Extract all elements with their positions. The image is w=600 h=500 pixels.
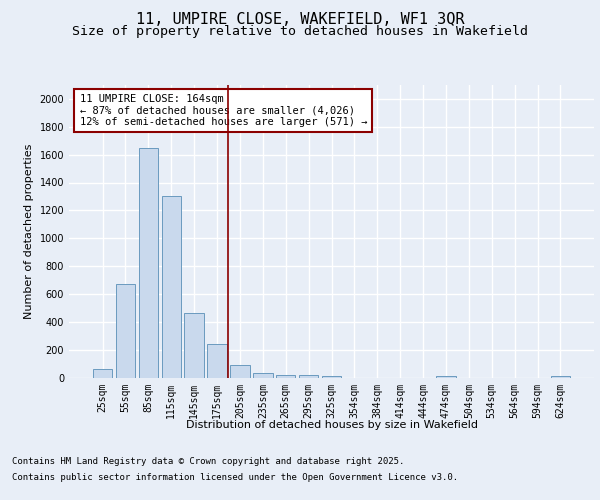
Text: Contains public sector information licensed under the Open Government Licence v3: Contains public sector information licen… — [12, 472, 458, 482]
Bar — [299, 376, 319, 378]
Bar — [276, 374, 295, 378]
Text: 11, UMPIRE CLOSE, WAKEFIELD, WF1 3QR: 11, UMPIRE CLOSE, WAKEFIELD, WF1 3QR — [136, 12, 464, 26]
Text: 11 UMPIRE CLOSE: 164sqm
← 87% of detached houses are smaller (4,026)
12% of semi: 11 UMPIRE CLOSE: 164sqm ← 87% of detache… — [79, 94, 367, 127]
Bar — [253, 372, 272, 378]
Text: Contains HM Land Registry data © Crown copyright and database right 2025.: Contains HM Land Registry data © Crown c… — [12, 458, 404, 466]
Bar — [184, 314, 204, 378]
X-axis label: Distribution of detached houses by size in Wakefield: Distribution of detached houses by size … — [185, 420, 478, 430]
Bar — [230, 365, 250, 378]
Bar — [161, 196, 181, 378]
Bar — [116, 284, 135, 378]
Bar — [551, 376, 570, 378]
Bar — [436, 376, 455, 378]
Bar — [139, 148, 158, 378]
Text: Size of property relative to detached houses in Wakefield: Size of property relative to detached ho… — [72, 24, 528, 38]
Y-axis label: Number of detached properties: Number of detached properties — [24, 144, 34, 319]
Bar — [322, 376, 341, 378]
Bar — [208, 344, 227, 378]
Bar — [93, 369, 112, 378]
